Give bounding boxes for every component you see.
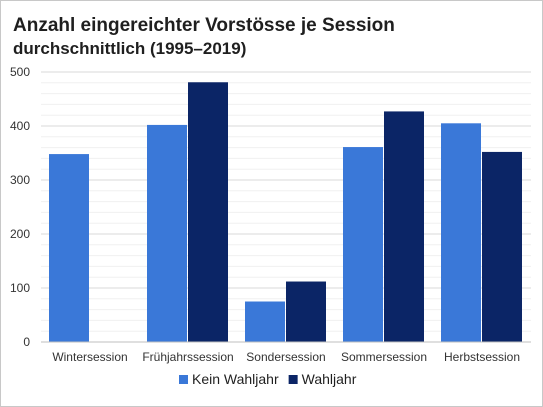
bar-wahljahr-1 <box>188 82 228 342</box>
y-tick-label: 300 <box>10 173 30 187</box>
y-tick-label: 400 <box>10 119 30 133</box>
chart-title: Anzahl eingereichter Vorstösse je Sessio… <box>13 15 395 36</box>
x-tick-label: Herbstsession <box>444 350 520 364</box>
bar-kein-wahljahr-2 <box>245 301 285 342</box>
bar-wahljahr-2 <box>286 281 326 342</box>
x-tick-label: Wintersession <box>52 350 127 364</box>
y-tick-label: 0 <box>23 335 30 349</box>
chart-subtitle: durchschnittlich (1995–2019) <box>13 39 247 58</box>
y-tick-label: 200 <box>10 227 30 241</box>
x-tick-label: Sondersession <box>246 350 325 364</box>
legend: Kein Wahljahr Wahljahr <box>179 371 357 387</box>
legend-swatch <box>179 375 188 384</box>
legend-label: Wahljahr <box>302 371 357 387</box>
x-tick-label: Sommersession <box>341 350 427 364</box>
legend-label: Kein Wahljahr <box>192 371 279 387</box>
bar-wahljahr-4 <box>482 151 522 342</box>
axes: 0 100 200 300 400 500 Wintersession Frühjahrsse… <box>10 65 531 364</box>
bars <box>49 82 522 342</box>
y-tick-label: 500 <box>10 65 30 79</box>
x-tick-label: Frühjahrssession <box>142 350 233 364</box>
bar-kein-wahljahr-3 <box>343 147 383 342</box>
bar-wahljahr-3 <box>384 111 424 342</box>
legend-swatch <box>288 375 298 384</box>
bar-kein-wahljahr-0 <box>49 154 89 342</box>
bar-kein-wahljahr-4 <box>441 123 481 342</box>
y-tick-label: 100 <box>10 281 30 295</box>
bar-kein-wahljahr-1 <box>147 124 187 342</box>
